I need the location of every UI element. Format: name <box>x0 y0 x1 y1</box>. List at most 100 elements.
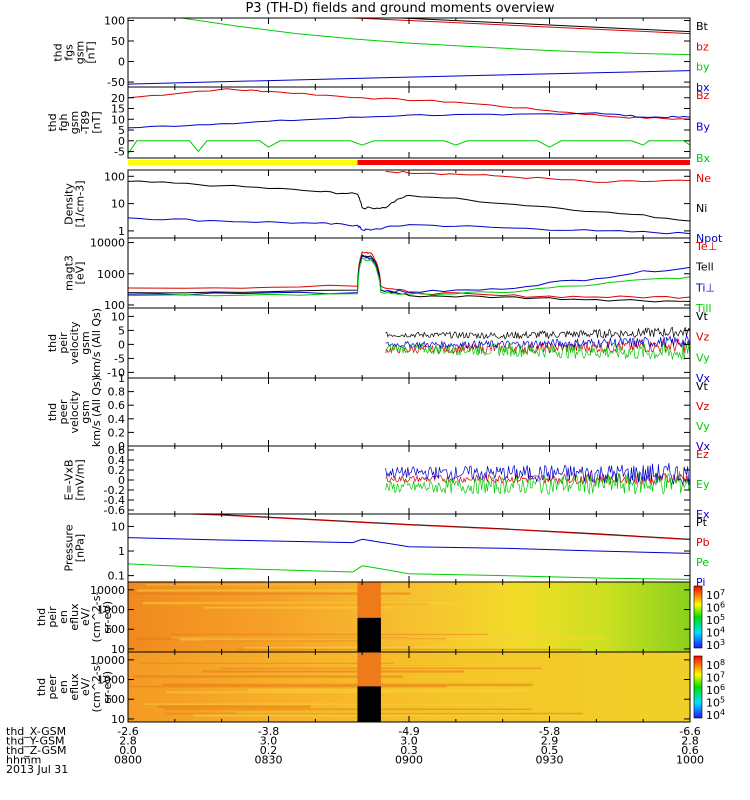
heatmap-band <box>133 675 404 678</box>
y-tick-label: 0.4 <box>108 454 126 467</box>
heatmap-band <box>128 592 411 595</box>
series-line-Bz <box>128 88 690 120</box>
y-tick-label: 100 <box>104 623 125 636</box>
y-tick-label: 0.1 <box>108 570 126 583</box>
y-tick-label: 20 <box>111 92 125 105</box>
time-tick-label: 0800 <box>114 754 142 767</box>
heatmap-band <box>140 662 394 664</box>
y-axis-label-line: Pressure <box>63 524 76 571</box>
y-tick-label: 10000 <box>90 584 125 597</box>
y-axis-label-line: [eV] <box>74 262 87 285</box>
y-tick-label: -5 <box>114 146 125 159</box>
series-group-dens <box>128 170 690 235</box>
heatmap-peer_spec <box>128 652 690 722</box>
y-tick-label: 100 <box>104 693 125 706</box>
panel-fgs: Bt bz by bx 100 50 0 -50 thdfgsgsm[nT] <box>52 14 710 94</box>
heatmap-band <box>128 685 448 688</box>
y-axis-label-line: peer <box>57 399 70 425</box>
y-axis-label-line: thd <box>46 403 59 421</box>
y-axis-label: magt3[eV] <box>63 255 87 291</box>
heatmap-gap <box>357 617 381 652</box>
y-tick-label: 0.2 <box>108 426 126 439</box>
y-axis-label-line: sr-eV) <box>101 671 114 703</box>
series-line-Ex <box>385 463 690 486</box>
ephemeris-value: 0.0 <box>119 744 137 757</box>
y-tick-label: 5 <box>118 324 125 337</box>
y-axis-label-line: -T89 <box>79 111 92 135</box>
legend-entry-Npot: Npot <box>696 232 723 245</box>
panel-efield: Ez Ey Ex 0.60.40.20-0.2-0.4-0.6 E=-VxB[mV/m] <box>63 444 710 521</box>
y-axis-label-line: km/s (All Qs) <box>90 308 103 378</box>
chart-title: P3 (TH-D) fields and ground moments over… <box>245 1 554 16</box>
series-line-Pi <box>128 537 690 554</box>
legend-entry-Bz: Bz <box>696 89 710 102</box>
series-line-Bx <box>128 140 690 154</box>
y-axis-label-line: gsm <box>68 111 81 134</box>
y-tick-label: 10 <box>111 643 125 656</box>
panel-frame <box>127 86 691 159</box>
y-tick-label: 10 <box>111 713 125 726</box>
y-axis-label: Pressure[nPa] <box>63 524 87 571</box>
y-axis-label-line: [nT] <box>90 111 103 133</box>
legend-entry-Vt: Vt <box>696 380 709 393</box>
y-tick-label: -0.4 <box>104 494 125 507</box>
legend-entry-by: by <box>696 61 710 74</box>
ephemeris-value: 0.2 <box>260 744 278 757</box>
series-group-efield <box>385 463 690 495</box>
panel-peir_spec: 10710610510410310000100010010thdpeirenef… <box>35 581 725 656</box>
heatmap-band <box>146 584 313 586</box>
y-tick-label: 0.6 <box>108 399 126 412</box>
y-tick-label: 10 <box>111 198 125 211</box>
y-tick-label: 50 <box>111 35 125 48</box>
y-axis-label-line: fgs <box>63 44 76 61</box>
ephemeris-label: hhmm <box>6 754 41 767</box>
heatmap-band <box>162 683 533 687</box>
legend-fgs: Bt bz by bx <box>696 20 710 94</box>
colorbar-tick-label: 103 <box>706 638 725 652</box>
legend-peer: Vt Vz Vy Vx <box>696 380 711 453</box>
panel-dens: Ne Ni Npot 100 10 1 Density[1/cm-3] <box>63 169 723 245</box>
ephemeris-value: 0.5 <box>541 744 559 757</box>
y-axis-label-line: sr-eV) <box>101 601 114 633</box>
legend-dens: Ne Ni Npot <box>696 172 723 245</box>
panel-peer: Vt Vz Vy Vx 10.80.60.40.20 thdpeervelocitygsm… <box>46 372 711 453</box>
panel-peer_spec: 10810710610510410000100010010thdpeerenef… <box>35 651 725 726</box>
y-tick-label: 0 <box>118 338 125 351</box>
y-axis-label-line: thd <box>35 678 48 696</box>
legend-entry-By: By <box>696 121 711 134</box>
y-tick-label: 0 <box>118 440 125 453</box>
y-axis-label-line: thd <box>35 608 48 626</box>
y-axis-label: thdpeervelocitygsmkm/s (All Qs) <box>46 377 103 447</box>
legend-entry-Ex: Ex <box>696 508 710 521</box>
legend-entry-Bt: Bt <box>696 20 709 33</box>
heatmap-gap <box>357 686 381 722</box>
ephemeris-value: -3.8 <box>258 725 279 738</box>
legend-entry-Bx: Bx <box>696 152 711 165</box>
series-line-Te⊥ <box>128 251 690 299</box>
ephemeris-label: thd_X-GSM <box>6 725 66 738</box>
y-tick-label: -5 <box>114 352 125 365</box>
legend-efield: Ez Ey Ex <box>696 448 710 521</box>
mode-bar-segment <box>357 160 690 165</box>
ephemeris-value: 3.0 <box>400 735 418 748</box>
panel-frame <box>127 377 691 447</box>
ephemeris-value: 2.8 <box>119 735 137 748</box>
y-tick-label: 10 <box>111 113 125 126</box>
y-tick-label: 0.2 <box>108 464 126 477</box>
y-axis-label-line: eflux <box>68 673 81 701</box>
heatmap-band <box>142 601 494 605</box>
legend-entry-Till: Till <box>695 302 712 315</box>
ephemeris-value: 3.0 <box>260 735 278 748</box>
series-group-temp <box>128 251 690 303</box>
y-tick-label: 0.8 <box>108 386 126 399</box>
heatmap-band <box>166 691 509 694</box>
y-axis-label-line: eflux <box>68 603 81 631</box>
y-axis-label: Density[1/cm-3] <box>63 180 87 227</box>
heatmap-band <box>170 633 488 636</box>
legend-entry-Pt: Pt <box>696 516 708 529</box>
y-axis-label-line: gsm <box>74 41 87 64</box>
series-line-Ey <box>385 471 690 495</box>
series-line-Ez <box>385 472 690 486</box>
y-tick-label: 0.6 <box>108 444 126 457</box>
ephemeris-value: -4.9 <box>398 725 419 738</box>
